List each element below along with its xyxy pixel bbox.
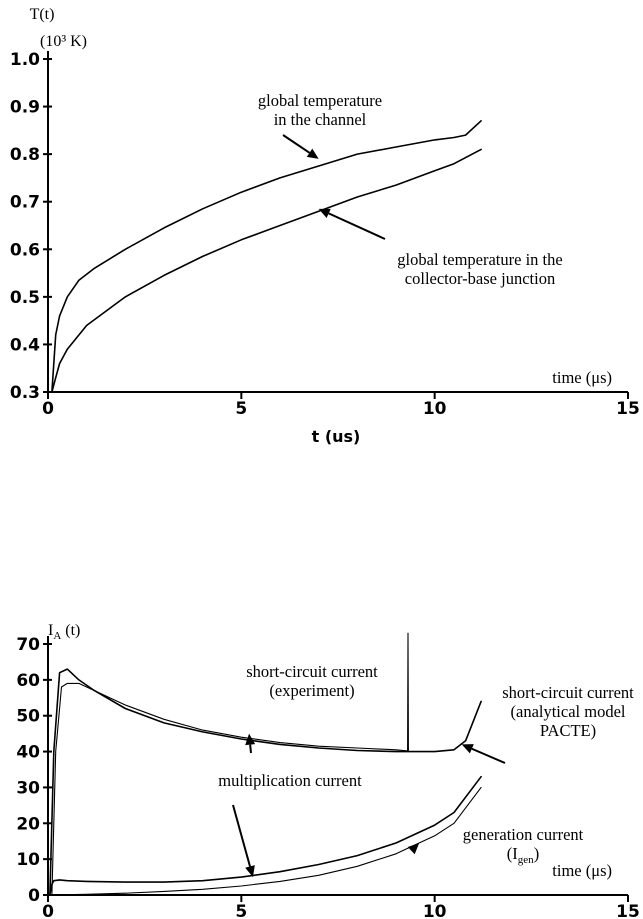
annotation-arrowhead bbox=[245, 733, 256, 746]
annotation-arrowhead bbox=[461, 744, 474, 754]
y-tick-label: 0.4 bbox=[10, 335, 40, 355]
annotation-arrow bbox=[328, 212, 386, 240]
series-line-3 bbox=[49, 775, 482, 896]
y-tick-label: 0.9 bbox=[10, 98, 40, 118]
y-tick-label: 0.3 bbox=[10, 383, 40, 403]
annotation-arrowhead bbox=[318, 208, 331, 218]
x-tick-label: 10 bbox=[423, 902, 447, 919]
x-tick-label: 5 bbox=[235, 902, 247, 919]
annotation-text: generation current bbox=[463, 825, 584, 844]
y-tick-label: 50 bbox=[16, 707, 40, 727]
annotation-text: (Igen) bbox=[507, 844, 539, 866]
annotation-arrowhead bbox=[407, 843, 420, 855]
annotation-arrowhead bbox=[245, 865, 255, 878]
y-tick-label: 1.0 bbox=[10, 50, 40, 70]
x-axis-annotation: time (μs) bbox=[552, 368, 612, 387]
x-tick-label: 10 bbox=[423, 399, 447, 419]
series-line-1 bbox=[51, 120, 482, 393]
y-tick-label: 40 bbox=[16, 743, 40, 763]
annotation-text: (experiment) bbox=[269, 681, 354, 700]
series-line-1 bbox=[51, 632, 409, 896]
y-tick-label: 0.5 bbox=[10, 288, 40, 308]
y-axis-label: IA (t) bbox=[48, 622, 80, 642]
y-tick-label: 10 bbox=[16, 850, 40, 870]
annotation-arrowhead bbox=[306, 148, 319, 159]
annotation-text: global temperature in the bbox=[397, 250, 562, 269]
y-tick-label: 0.6 bbox=[10, 240, 40, 260]
y-tick-label: 60 bbox=[16, 671, 40, 691]
annotation-text: multiplication current bbox=[218, 771, 362, 790]
series-line-2 bbox=[49, 668, 482, 896]
annotation-text: short-circuit current bbox=[246, 662, 378, 681]
y-tick-label: 70 bbox=[16, 635, 40, 655]
annotation-arrow bbox=[249, 744, 252, 754]
x-tick-label: 15 bbox=[616, 399, 640, 419]
x-tick-label: 5 bbox=[235, 399, 247, 419]
annotation-text: short-circuit current bbox=[502, 683, 634, 702]
x-tick-label: 0 bbox=[42, 399, 54, 419]
series-line-2 bbox=[51, 148, 482, 393]
series-line-4 bbox=[47, 786, 482, 896]
annotation-text: PACTE) bbox=[540, 721, 596, 740]
x-axis-annotation: time (μs) bbox=[552, 861, 612, 880]
annotation-arrow bbox=[232, 804, 251, 867]
x-tick-label: 15 bbox=[616, 902, 640, 919]
x-tick-label: 0 bbox=[42, 902, 54, 919]
y-tick-label: 30 bbox=[16, 778, 40, 798]
annotation-text: collector-base junction bbox=[405, 269, 555, 288]
y-tick-label: 20 bbox=[16, 814, 40, 834]
y-tick-label: 0.8 bbox=[10, 145, 40, 165]
y-axis-unit: (10³ K) bbox=[40, 33, 87, 50]
y-tick-label: 0 bbox=[28, 886, 40, 906]
y-tick-label: 0.7 bbox=[10, 193, 40, 213]
annotation-text: (analytical model bbox=[511, 702, 626, 721]
annotation-text: global temperature bbox=[258, 91, 382, 110]
temperature-chart: 0.3 0.4 0.5 0.6 0.7 0.8 0.9 1.0 0 5 10 15 T(t) (10³ K… bbox=[10, 6, 640, 446]
annotation-arrow bbox=[471, 747, 506, 764]
current-chart: 0 10 20 30 40 50 60 70 0 5 10 15 IA (t) time (μs) shor… bbox=[16, 622, 640, 919]
x-axis-label: t (us) bbox=[312, 427, 361, 446]
y-axis-label: T(t) bbox=[30, 6, 55, 23]
annotation-arrow bbox=[282, 134, 311, 154]
annotation-text: in the channel bbox=[274, 110, 367, 129]
